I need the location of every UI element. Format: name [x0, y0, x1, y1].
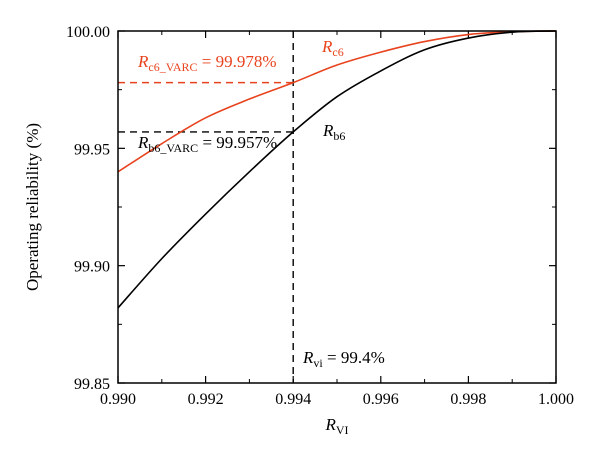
annotation-rb6-varc-sub: b6_VARC [148, 141, 198, 155]
series-label-rc6-sub: c6 [332, 45, 343, 59]
x-tick-label: 0.992 [188, 391, 224, 408]
series-label-rb6-sub: b6 [333, 129, 345, 143]
tick-labels: 0.990 0.992 0.994 0.996 0.998 1.000 99.85 99.90… [66, 24, 574, 408]
y-axis-title: Operating reliability (%) [23, 123, 42, 291]
reference-lines [118, 31, 294, 383]
x-axis-title: RVI [324, 415, 348, 437]
y-tick-label: 100.00 [66, 24, 110, 41]
annotation-rvi-value: = 99.4% [323, 348, 385, 367]
annotation-rc6-varc-sub: c6_VARC [148, 60, 197, 74]
x-tick-label: 1.000 [538, 391, 574, 408]
annotation-rb6-varc-value: = 99.957% [198, 133, 277, 152]
annotation-rb6-varc-main: R [137, 133, 149, 152]
series-line-r-b6 [117, 30, 557, 309]
x-tick-label: 0.990 [100, 391, 136, 408]
x-axis-title-sub: VI [336, 423, 349, 437]
annotation-rvi-sub: vi [313, 356, 323, 370]
annotation-rvi-main: R [302, 348, 314, 367]
annotation-rb6-varc: Rb6_VARC = 99.957% [137, 133, 277, 155]
annotation-rc6-varc: Rc6_VARC = 99.978% [137, 52, 277, 74]
annotation-rc6-varc-main: R [137, 52, 149, 71]
series-label-rc6: Rc6 [321, 37, 344, 59]
series-label-rc6-main: R [321, 37, 333, 56]
x-tick-label: 0.998 [450, 391, 486, 408]
annotation-rc6-varc-value: = 99.978% [198, 52, 277, 71]
y-tick-label: 99.90 [74, 259, 110, 276]
series-lines [117, 30, 557, 309]
x-axis-title-main: R [324, 415, 336, 434]
annotation-rvi: Rvi = 99.4% [302, 348, 385, 370]
y-tick-label: 99.85 [74, 376, 110, 393]
x-tick-label: 0.996 [363, 391, 399, 408]
series-label-rb6-main: R [322, 121, 334, 140]
plot-frame [117, 30, 557, 384]
series-line-r-c6 [117, 30, 557, 173]
x-tick-label: 0.994 [275, 391, 311, 408]
series-label-rb6: Rb6 [322, 121, 345, 143]
y-tick-label: 99.95 [74, 141, 110, 158]
